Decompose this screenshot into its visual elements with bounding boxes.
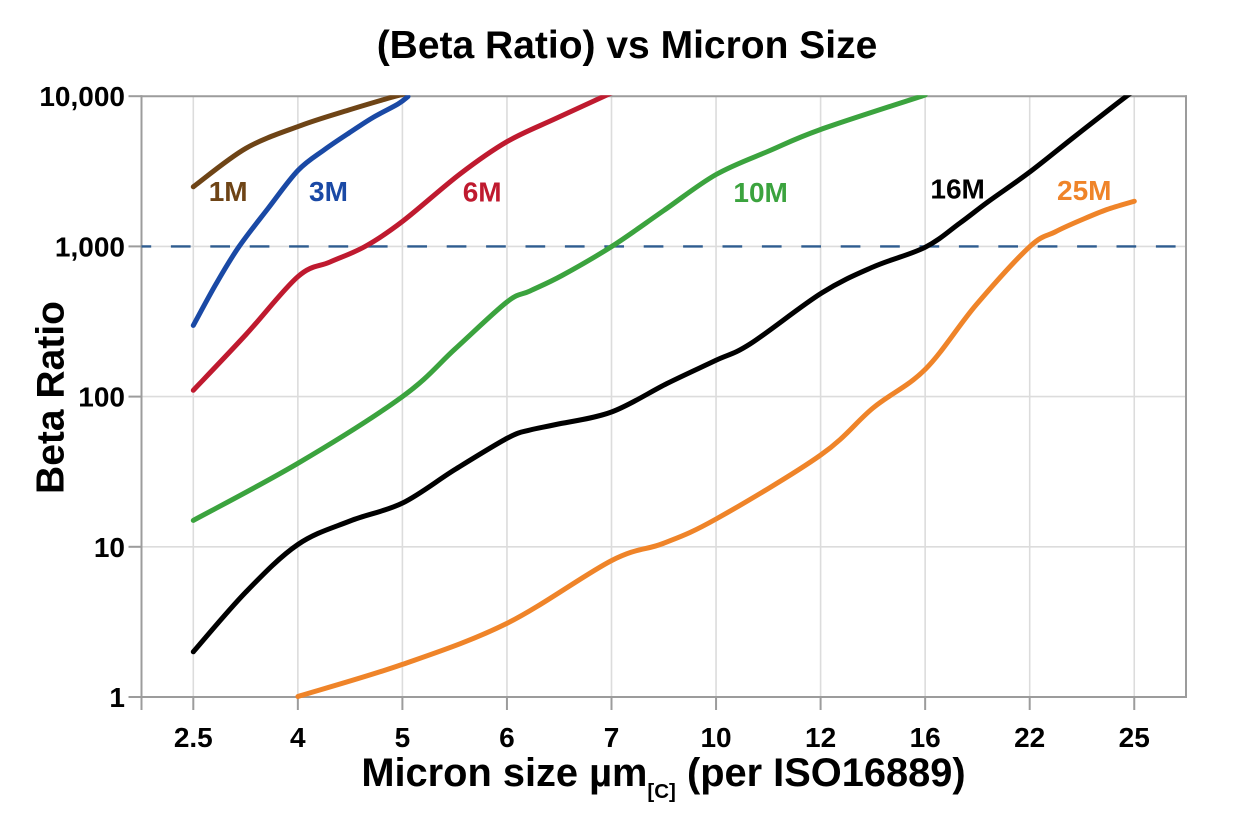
svg-text:16M: 16M: [930, 174, 984, 205]
svg-text:4: 4: [290, 722, 306, 753]
svg-text:10: 10: [700, 722, 731, 753]
svg-text:1,000: 1,000: [55, 231, 125, 262]
svg-text:6: 6: [499, 722, 515, 753]
svg-text:6M: 6M: [463, 177, 502, 208]
svg-text:Micron size µm[C] (per ISO1688: Micron size µm[C] (per ISO16889): [361, 751, 965, 803]
svg-text:12: 12: [805, 722, 836, 753]
svg-text:10M: 10M: [733, 177, 787, 208]
svg-text:25: 25: [1119, 722, 1150, 753]
svg-text:Beta Ratio: Beta Ratio: [30, 301, 73, 494]
svg-text:2.5: 2.5: [174, 722, 213, 753]
svg-text:3M: 3M: [309, 176, 348, 207]
svg-text:22: 22: [1014, 722, 1045, 753]
svg-text:25M: 25M: [1057, 175, 1111, 206]
svg-text:5: 5: [395, 722, 411, 753]
svg-text:100: 100: [78, 382, 125, 413]
svg-text:10: 10: [94, 532, 125, 563]
svg-text:1: 1: [109, 682, 125, 713]
svg-text:10,000: 10,000: [39, 81, 125, 112]
svg-text:1M: 1M: [209, 176, 248, 207]
svg-text:(Beta Ratio) vs Micron Size: (Beta Ratio) vs Micron Size: [377, 24, 878, 67]
svg-text:7: 7: [604, 722, 620, 753]
svg-text:16: 16: [910, 722, 941, 753]
